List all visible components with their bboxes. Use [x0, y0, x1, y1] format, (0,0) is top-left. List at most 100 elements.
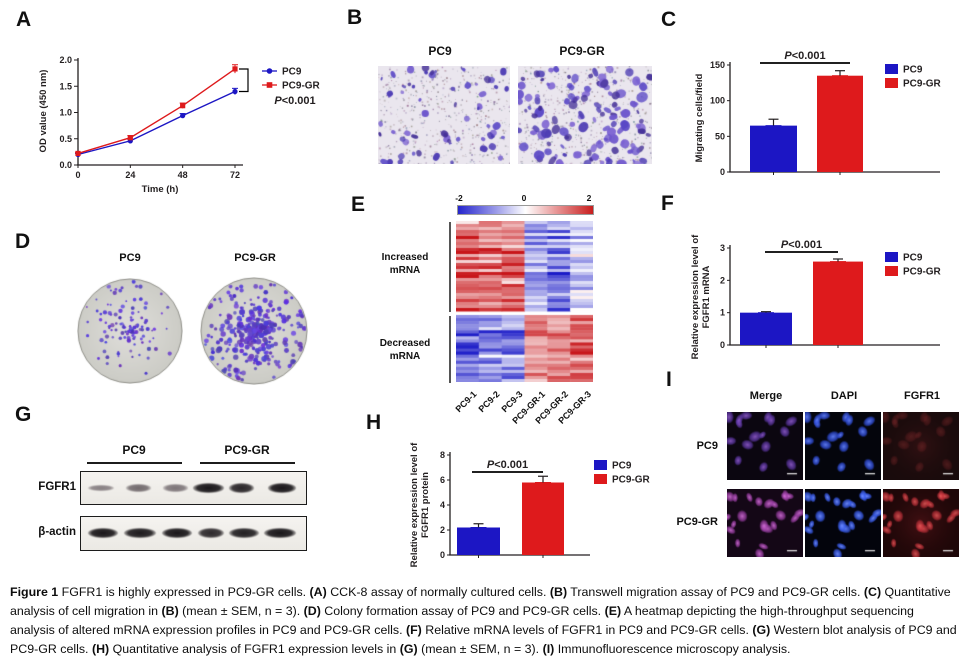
- y-tick-label: 1.0: [59, 108, 72, 118]
- caption-bold-segment: (B): [549, 585, 568, 599]
- cck8-line-chart: 0.0 0.5 1.0 1.5 2.0 0 24 48 72 OD value (450 nm) T…: [38, 55, 321, 195]
- x-tick-label: 0: [75, 170, 80, 180]
- y-axis-label: FGFR1 protein: [420, 472, 431, 538]
- colony-dish-pc9gr: [200, 277, 308, 385]
- y-tick-label: 6: [440, 475, 445, 485]
- y-tick-label: 3: [720, 243, 725, 253]
- blot-label-bactin: β-actin: [38, 526, 76, 538]
- y-tick-label: 2.0: [59, 55, 72, 65]
- x-tick-label: 48: [178, 170, 188, 180]
- y-tick-label: 4: [440, 500, 445, 510]
- y-tick-label: 1: [720, 308, 725, 318]
- caption-segment: Quantitative analysis of cell migration …: [10, 585, 951, 618]
- y-tick-label: 2: [440, 525, 445, 535]
- panel-e-label: E: [351, 193, 366, 216]
- colony-title-pc9gr: PC9-GR: [234, 252, 276, 264]
- y-tick-label: 150: [710, 60, 725, 70]
- legend-label: PC9-GR: [903, 79, 942, 90]
- y-axis-label: FGFR1 mRNA: [701, 265, 712, 328]
- pvalue-annotation: P<0.001: [274, 95, 315, 107]
- blot-band: [162, 484, 188, 492]
- caption-bold-segment: (H): [91, 641, 110, 656]
- data-point: [75, 150, 81, 157]
- blot-band: [229, 527, 259, 539]
- y-tick-label: 0.0: [59, 160, 72, 170]
- caption-segment: (mean ± SEM, n = 3).: [178, 603, 304, 618]
- if-image-pc9-merge: [727, 412, 803, 480]
- panel-f-label: F: [661, 192, 674, 215]
- y-tick-label: 100: [710, 96, 725, 106]
- heatmap-bracket-increased: [449, 222, 451, 312]
- colony-title-pc9: PC9: [119, 252, 141, 264]
- blot-band: [264, 527, 296, 539]
- heatmap-colorbar: [457, 205, 594, 215]
- panel-i-label: I: [666, 368, 672, 391]
- caption-segment: Relative mRNA levels of FGFR1 in PC9 and…: [421, 622, 753, 637]
- legend-swatch: [885, 266, 898, 276]
- if-header-dapi: DAPI: [830, 390, 858, 402]
- y-axis-label: Migrating cells/field: [694, 73, 705, 162]
- x-tick-label: 72: [230, 170, 240, 180]
- panel-a-label: A: [16, 8, 32, 31]
- caption-bold-segment: (G): [399, 641, 418, 656]
- migration-title-pc9gr: PC9-GR: [559, 44, 605, 58]
- significance-bracket: [239, 68, 249, 93]
- caption-bold-segment: (I): [542, 641, 555, 656]
- pvalue-annotation: P<0.001: [784, 50, 825, 62]
- series-line-PC9-GR: [77, 68, 236, 155]
- mrna-heatmap: [456, 221, 593, 382]
- y-tick-label: 0: [720, 340, 725, 350]
- y-axis-label: OD value (450 nm): [38, 70, 49, 153]
- blot-group-pc9: PC9: [122, 443, 146, 457]
- migration-title-pc9: PC9: [428, 44, 452, 58]
- legend-swatch: [885, 78, 898, 88]
- fgfr1-protein-bar-chart: 0 2 4 6 8 P<0.001 Relative expression level of…: [409, 442, 651, 567]
- caption-bold-segment: (F): [405, 622, 422, 637]
- y-axis-label: Relative expression level of: [409, 442, 420, 567]
- legend-label: PC9-GR: [282, 81, 321, 92]
- y-tick-label: 0.5: [59, 134, 72, 144]
- blot-band: [198, 527, 224, 539]
- migration-bar-chart: 0 50 100 150 P<0.001 Migrating cells/field PC9…: [694, 50, 942, 177]
- blot-band: [88, 484, 114, 492]
- panel-g-label: G: [15, 403, 32, 426]
- caption-bold-segment: Figure 1: [10, 585, 62, 599]
- legend-swatch: [594, 474, 607, 484]
- y-tick-label: 2: [720, 275, 725, 285]
- if-image-pc9gr-fgfr1: [883, 489, 959, 557]
- data-point: [127, 135, 133, 141]
- legend-marker: [266, 68, 273, 74]
- if-image-pc9-fgfr1: [883, 412, 959, 480]
- caption-segment: Quantitative analysis of FGFR1 expressio…: [109, 641, 400, 656]
- legend-label: PC9: [282, 67, 302, 78]
- y-tick-label: 8: [440, 450, 445, 460]
- caption-segment: Transwell migration assay of PC9 and PC9…: [567, 585, 864, 599]
- data-point: [180, 113, 186, 119]
- migration-image-pc9gr: [518, 66, 652, 164]
- y-axis-label: Relative expression level of: [690, 234, 701, 359]
- heatmap-scale-mid: 0: [521, 193, 527, 203]
- legend-label: PC9: [903, 65, 923, 76]
- y-tick-label: 50: [715, 131, 725, 141]
- blot-band: [88, 527, 118, 539]
- pvalue-annotation: P<0.001: [487, 459, 528, 471]
- panel-b-label: B: [347, 6, 363, 29]
- heatmap-scale-max: 2: [586, 193, 592, 203]
- if-header-fgfr1: FGFR1: [903, 390, 941, 402]
- data-point: [180, 103, 186, 109]
- y-tick-label: 1.5: [59, 81, 72, 91]
- heatmap-label-decreased: Decreased mRNA: [379, 338, 431, 362]
- fgfr1-mrna-bar-chart: 0 1 2 3 P<0.001 Relative expression level of F…: [690, 234, 942, 359]
- blot-label-fgfr1: FGFR1: [38, 481, 76, 493]
- blot-overline-pc9gr: [200, 462, 295, 464]
- if-row-pc9gr: PC9-GR: [676, 516, 718, 528]
- caption-bold-segment: (B): [161, 603, 179, 618]
- blot-band: [162, 527, 192, 539]
- bar-PC9-GR: [522, 482, 564, 555]
- colony-dish-pc9: [77, 278, 183, 384]
- heatmap-column-label: PC9-1: [453, 389, 479, 415]
- heatmap-bracket-decreased: [449, 316, 451, 383]
- blot-band: [125, 484, 151, 492]
- bar-PC9: [457, 527, 500, 555]
